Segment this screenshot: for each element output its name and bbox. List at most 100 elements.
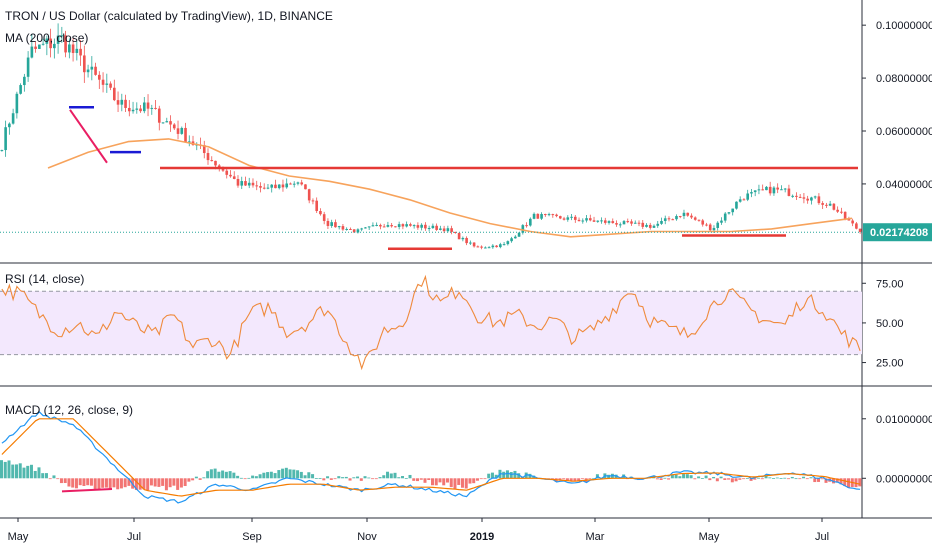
candle-body xyxy=(169,121,172,125)
candle-body xyxy=(761,189,764,191)
macd-hist-bar xyxy=(71,478,75,488)
candle-body xyxy=(592,220,596,222)
candle-body xyxy=(491,245,495,248)
macd-hist-bar xyxy=(232,472,236,479)
candle-body xyxy=(341,226,345,230)
macd-hist-bar xyxy=(742,478,746,480)
candle-body xyxy=(731,208,735,213)
macd-hist-bar xyxy=(277,470,281,479)
macd-line xyxy=(1,411,861,504)
macd-hist-bar xyxy=(475,478,479,481)
candle-body xyxy=(603,220,607,223)
rsi-pane[interactable]: 75.00 50.00 25.00 RSI (14, close) xyxy=(0,272,904,371)
macd-hist-bar xyxy=(161,478,165,486)
candle-body xyxy=(255,185,259,187)
candle-body xyxy=(386,225,390,227)
candle-body xyxy=(536,213,540,219)
time-tick-label: 2019 xyxy=(470,531,494,543)
candle-body xyxy=(379,224,382,227)
macd-pane[interactable]: 0.01000000 0.00000000 MACD (12, 26, close,… xyxy=(0,403,932,504)
macd-hist-bar xyxy=(678,476,682,479)
macd-hist-bar xyxy=(431,478,434,486)
price-tick-label: 0.06000000 xyxy=(876,126,932,138)
macd-hist-bar xyxy=(588,478,592,480)
macd-hist-bar xyxy=(314,478,318,479)
macd-hist-bar xyxy=(479,478,483,480)
macd-hist-bar xyxy=(805,478,809,480)
candle-body xyxy=(214,160,217,166)
candle-body xyxy=(217,165,221,168)
macd-hist-bar xyxy=(157,478,161,487)
candle-body xyxy=(172,124,176,129)
downtrend-line[interactable] xyxy=(69,109,108,164)
candle-body xyxy=(86,69,90,73)
candle-body xyxy=(101,79,105,85)
macd-hist-bar xyxy=(29,464,33,479)
candle-body xyxy=(176,128,180,134)
candle-body xyxy=(315,200,319,212)
macd-hist-bar xyxy=(11,464,15,479)
rsi-tick-label: 50.00 xyxy=(876,318,904,330)
macd-hist-bar xyxy=(835,478,839,483)
candle-body xyxy=(247,182,251,186)
macd-hist-bar xyxy=(209,469,213,479)
macd-hist-bar xyxy=(273,473,277,479)
macd-hist-bar xyxy=(697,476,701,479)
candle-body xyxy=(296,182,300,184)
macd-hist-bar xyxy=(108,478,112,490)
candle-body xyxy=(285,183,289,188)
price-pane[interactable]: 0.10000000 0.08000000 0.06000000 0.04000000… xyxy=(0,9,932,250)
candle-body xyxy=(678,216,682,218)
candle-body xyxy=(484,247,487,249)
candle-body xyxy=(746,193,750,200)
macd-hist-bar xyxy=(247,477,251,479)
candle-body xyxy=(116,100,120,105)
rsi-tick-label: 25.00 xyxy=(876,358,904,370)
candle-body xyxy=(502,244,506,246)
candle-body xyxy=(795,195,798,197)
candle-body xyxy=(615,223,618,225)
candle-body xyxy=(146,102,150,109)
candle-body xyxy=(813,196,817,198)
macd-hist-bar xyxy=(318,478,322,479)
candle-body xyxy=(675,216,678,220)
macd-hist-bar xyxy=(101,478,105,488)
candle-body xyxy=(161,122,165,124)
candle-body xyxy=(570,216,573,218)
candle-body xyxy=(671,219,675,221)
macd-hist-bar xyxy=(382,475,386,479)
time-tick-label: May xyxy=(699,531,720,543)
candle-body xyxy=(765,186,768,191)
candle-body xyxy=(330,222,333,226)
macd-hist-bar xyxy=(168,478,172,488)
candle-body xyxy=(708,224,712,231)
macd-hist-bar xyxy=(292,469,296,479)
candle-body xyxy=(307,189,311,201)
macd-hist-bar xyxy=(738,478,742,480)
macd-trendline[interactable] xyxy=(61,488,113,493)
macd-hist-bar xyxy=(502,471,506,479)
drawings[interactable] xyxy=(69,105,858,250)
candle-body xyxy=(573,216,577,220)
macd-hist-bar xyxy=(26,465,30,479)
candle-body xyxy=(495,245,498,248)
macd-hist-bar xyxy=(97,478,101,490)
macd-hist-bar xyxy=(768,477,772,479)
candle-body xyxy=(90,66,94,70)
macd-hist-bar xyxy=(794,478,798,480)
macd-tick-label: 0.00000000 xyxy=(876,473,932,485)
candle-body xyxy=(34,46,37,49)
candle-body xyxy=(289,183,292,185)
macd-hist-bar xyxy=(445,478,449,483)
macd-hist-bar xyxy=(374,478,378,480)
macd-hist-bar xyxy=(243,478,247,480)
candle-body xyxy=(221,167,225,171)
candle-body xyxy=(851,220,854,224)
candle-body xyxy=(139,108,142,112)
macd-hist-bar xyxy=(146,478,150,491)
candle-body xyxy=(540,214,543,219)
time-axis[interactable]: May Jul Sep Nov 2019 Mar May Jul xyxy=(8,518,829,543)
candle-body xyxy=(825,204,828,206)
macd-hist-bar xyxy=(753,478,757,480)
macd-hist-bar xyxy=(847,478,851,488)
